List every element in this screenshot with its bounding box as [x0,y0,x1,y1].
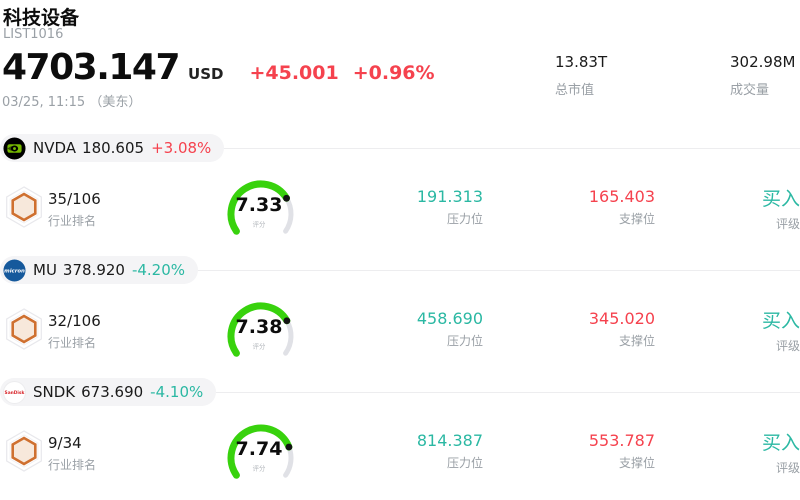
resistance-label: 压力位 [446,334,483,348]
divider [198,269,800,271]
rank-value: 35/106 [48,190,101,208]
rating-value: 买入 [761,188,800,210]
svg-text:micron: micron [4,268,25,274]
rating-value: 买入 [761,432,800,454]
rating-col: 买入 评级 [762,184,800,232]
resistance-col: 458.690 压力位 [417,309,483,349]
industry-rank-badge-icon [2,184,46,228]
industry-rank: 9/34 行业排名 [48,434,96,473]
rating-label: 评级 [775,461,800,475]
sandisk-logo-icon: SanDisk [3,380,26,404]
market-cap-label: 总市值 [555,83,595,98]
stock-symbol-price: NVDA 180.605 [33,139,145,157]
resistance-col: 814.387 压力位 [417,431,483,471]
rating-value: 买入 [761,310,800,332]
industry-rank-badge-icon [2,306,46,350]
rating-label: 评级 [775,217,800,231]
index-change: +45.001 +0.96% [249,62,435,84]
resistance-value: 458.690 [416,309,483,328]
resistance-col: 191.313 压力位 [417,187,483,227]
stock-change-pct: +3.08% [151,139,212,157]
volume-stat: 302.98M 成交量 [730,53,795,98]
divider [216,391,800,393]
micron-logo-icon: micron [3,258,26,282]
index-price-line: 4703.147 USD +45.001 +0.96% [2,50,435,86]
stock-chip-mu[interactable]: micron MU 378.920 -4.20% [0,256,199,284]
support-value: 345.020 [588,309,655,328]
stock-row-mu: micron MU 378.920 -4.20% 32/106 行业排名 7.38… [0,256,800,378]
index-price: 4703.147 [2,47,181,88]
industry-rank: 35/106 行业排名 [48,190,101,229]
stock-change-pct: -4.20% [131,261,186,279]
support-label: 支撑位 [618,212,655,226]
rating-col: 买入 评级 [762,428,800,476]
rating-label: 评级 [775,339,800,353]
support-value: 165.403 [588,187,655,206]
support-label: 支撑位 [618,334,655,348]
support-col: 165.403 支撑位 [589,187,655,227]
support-col: 553.787 支撑位 [589,431,655,471]
score-value: 7.74 [235,438,283,460]
score-value: 7.38 [235,316,283,338]
quote-timestamp: 03/25, 11:15 （美东） [2,95,142,110]
score-value: 7.33 [235,194,283,216]
market-cap-stat: 13.83T 总市值 [555,53,607,98]
volume-label: 成交量 [730,83,770,98]
volume-value: 302.98M [730,53,796,71]
list-code: LIST1016 [3,27,64,42]
stock-row-sndk: SanDisk SNDK 673.690 -4.10% 9/34 行业排名 7.7… [0,378,800,500]
resistance-label: 压力位 [446,456,483,470]
rating-col: 买入 评级 [762,306,800,354]
svg-text:SanDisk: SanDisk [5,390,25,396]
currency-label: USD [188,65,224,83]
stock-row-nvda: NVDA 180.605 +3.08% 35/106 行业排名 7.33 评分 1… [0,134,800,256]
stock-symbol-price: MU 378.920 [33,261,125,279]
nvidia-logo-icon [3,136,26,160]
rank-label: 行业排名 [48,458,97,472]
stock-chip-nvda[interactable]: NVDA 180.605 +3.08% [0,134,225,162]
score-gauge: 7.33 评分 [220,180,302,242]
support-value: 553.787 [588,431,655,450]
divider [224,147,800,149]
rank-label: 行业排名 [48,336,97,350]
resistance-label: 压力位 [446,212,483,226]
industry-rank: 32/106 行业排名 [48,312,101,351]
score-gauge: 7.74 评分 [220,424,302,486]
stock-chip-sndk[interactable]: SanDisk SNDK 673.690 -4.10% [0,378,217,406]
rank-value: 32/106 [48,312,101,330]
resistance-value: 814.387 [416,431,483,450]
rank-value: 9/34 [48,434,82,452]
score-gauge: 7.38 评分 [220,302,302,364]
market-cap-value: 13.83T [555,53,608,71]
resistance-value: 191.313 [416,187,483,206]
industry-rank-badge-icon [2,428,46,472]
support-col: 345.020 支撑位 [589,309,655,349]
page-title: 科技设备 [3,7,80,29]
score-label: 评分 [252,220,266,229]
score-label: 评分 [252,464,266,473]
stock-symbol-price: SNDK 673.690 [33,383,144,401]
stock-change-pct: -4.10% [150,383,204,401]
rank-label: 行业排名 [48,214,97,228]
support-label: 支撑位 [618,456,655,470]
score-label: 评分 [252,342,266,351]
